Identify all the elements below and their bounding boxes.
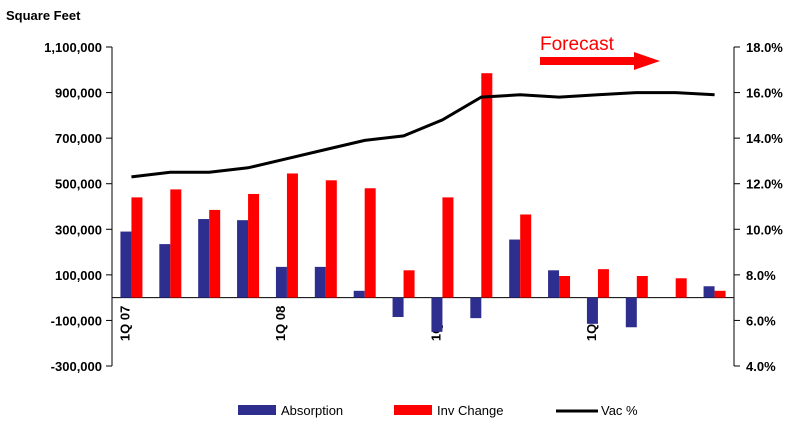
inv-change-bar <box>636 275 648 298</box>
absorption-bar <box>314 266 326 298</box>
units-label: Square Feet <box>6 8 81 23</box>
inv-change-bar <box>597 269 609 298</box>
absorption-bar <box>703 286 715 298</box>
absorption-bar <box>586 297 598 324</box>
absorption-bar <box>120 231 132 298</box>
absorption-bar <box>470 297 482 319</box>
left-axis-tick-label: 100,000 <box>55 268 102 283</box>
bar-series <box>120 73 726 332</box>
inv-change-bar <box>520 214 532 298</box>
inv-change-bar <box>714 290 726 298</box>
right-axis-tick-label: 8.0% <box>746 268 776 283</box>
right-axis-tick-label: 6.0% <box>746 313 776 328</box>
right-axis-tick-label: 12.0% <box>746 177 783 192</box>
axes: 1,100,000 900,000 700,000 500,000 300,000 100… <box>44 40 783 374</box>
absorption-bar <box>392 297 404 318</box>
left-axis-tick-label: 1,100,000 <box>44 40 102 55</box>
absorption-bar <box>237 220 249 298</box>
inv-change-bar <box>286 173 298 298</box>
inv-change-bar <box>675 278 687 298</box>
absorption-bar <box>509 239 521 298</box>
left-axis-tick-label: 300,000 <box>55 222 102 237</box>
right-axis-tick-label: 16.0% <box>746 86 783 101</box>
right-axis-tick-label: 18.0% <box>746 40 783 55</box>
legend-label-vac: Vac % <box>601 403 638 418</box>
legend: Absorption Inv Change Vac % <box>238 403 638 418</box>
legend-swatch-absorption <box>238 405 276 415</box>
left-axis-tick-label: -300,000 <box>51 359 102 374</box>
forecast-arrow-head <box>634 52 660 70</box>
left-axis-tick-label: 900,000 <box>55 86 102 101</box>
inv-change-bar <box>131 197 143 298</box>
legend-swatch-inv-change <box>394 405 432 415</box>
forecast-label: Forecast <box>540 34 615 55</box>
right-axis-tick-label: 10.0% <box>746 222 783 237</box>
legend-label-absorption: Absorption <box>281 403 343 418</box>
absorption-bar <box>353 290 365 298</box>
inv-change-bar <box>403 270 415 298</box>
inv-change-bar <box>248 193 260 298</box>
inv-change-bar <box>364 188 376 298</box>
absorption-bar <box>198 219 210 298</box>
line-series <box>131 91 715 179</box>
x-axis-tick-label: 1Q 07 <box>117 306 132 341</box>
vac-line <box>131 91 715 179</box>
inv-change-bar <box>325 180 337 298</box>
inv-change-bar <box>442 197 454 298</box>
right-axis-tick-label: 14.0% <box>746 131 783 146</box>
right-axis-tick-label: 4.0% <box>746 359 776 374</box>
left-axis-tick-label: 700,000 <box>55 131 102 146</box>
absorption-bar <box>431 297 443 332</box>
inv-change-bar <box>209 209 221 298</box>
absorption-bar <box>159 244 171 298</box>
left-axis-tick-label: -100,000 <box>51 313 102 328</box>
inv-change-bar <box>559 275 571 298</box>
absorption-bar <box>275 266 287 298</box>
absorption-bar <box>548 270 560 298</box>
forecast-annotation: Forecast <box>540 34 660 70</box>
inv-change-bar <box>481 73 493 298</box>
x-axis-tick-label: 1Q 08 <box>273 306 288 341</box>
left-axis-tick-label: 500,000 <box>55 177 102 192</box>
forecast-arrow-shaft <box>540 57 636 65</box>
legend-label-inv-change: Inv Change <box>437 403 504 418</box>
absorption-bar <box>625 297 637 328</box>
inv-change-bar <box>170 189 182 298</box>
